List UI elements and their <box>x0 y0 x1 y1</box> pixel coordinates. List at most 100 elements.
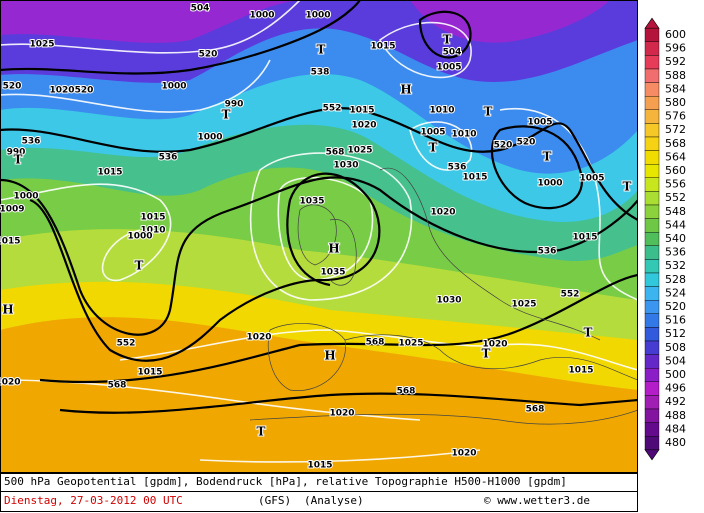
contour-label: 520 <box>199 50 218 60</box>
pressure-center-label: T <box>482 347 491 361</box>
colorbar-cell <box>644 28 660 43</box>
colorbar-top-arrow <box>644 17 660 29</box>
contour-label: 1015 <box>572 233 597 243</box>
footer-model: (GFS) <box>258 494 291 507</box>
colorbar-tick-label: 596 <box>665 42 686 55</box>
colorbar-cell <box>644 109 660 124</box>
contour-label: 1015 <box>140 213 165 223</box>
colorbar-cell <box>644 231 660 246</box>
contour-label: 538 <box>311 68 330 78</box>
colorbar-tick-label: 504 <box>665 354 686 367</box>
pressure-center-label: T <box>543 150 552 164</box>
colorbar-tick-label: 552 <box>665 191 686 204</box>
contour-label: 536 <box>538 247 557 257</box>
contour-label: 1020 <box>430 208 455 218</box>
colorbar-tick-label: 560 <box>665 164 686 177</box>
contour-label: 1020 <box>246 333 271 343</box>
footer-date: Dienstag, 27-03-2012 00 UTC <box>4 494 183 507</box>
colorbar-cell <box>644 368 660 383</box>
contour-label: 1010 <box>429 106 454 116</box>
contour-label: 1000 <box>161 82 186 92</box>
contour-label: 1000 <box>197 133 222 143</box>
footer-run: (Analyse) <box>304 494 364 507</box>
contour-label: 1025 <box>398 339 423 349</box>
contour-label: 1010 <box>140 226 165 236</box>
pressure-center-label: T <box>257 425 266 439</box>
colorbar-tick-label: 520 <box>665 300 686 313</box>
contour-label: 1015 <box>97 168 122 178</box>
colorbar-tick-label: 496 <box>665 382 686 395</box>
contour-label: 1000 <box>13 192 38 202</box>
contour-label: 1020 <box>482 340 507 350</box>
colorbar-tick-label: 576 <box>665 110 686 123</box>
contour-label: 1010 <box>451 130 476 140</box>
contour-label: 568 <box>526 405 545 415</box>
pressure-center-label: T <box>623 180 632 194</box>
contour-label: 1000 <box>537 179 562 189</box>
contour-label: 1020 <box>451 449 476 459</box>
contour-label: 1005 <box>527 118 552 128</box>
contour-label: 1020 <box>329 409 354 419</box>
contour-label: 1000 <box>249 11 274 21</box>
contour-label: 1000 <box>305 11 330 21</box>
contour-label: 520 <box>494 141 513 151</box>
contour-label: 1009 <box>0 205 25 215</box>
colorbar-cell <box>644 272 660 287</box>
colorbar-tick-label: 480 <box>665 436 686 449</box>
contour-label: 1015 <box>370 42 395 52</box>
contour-label: 552 <box>117 339 136 349</box>
pressure-center-label: T <box>317 43 326 57</box>
colorbar-cell <box>644 300 660 315</box>
colorbar-cell <box>644 177 660 192</box>
contour-label: 1005 <box>420 128 445 138</box>
contour-label: 1005 <box>579 174 604 184</box>
pressure-center-label: T <box>584 326 593 340</box>
contour-label: 568 <box>326 148 345 158</box>
pressure-center-label: T <box>14 153 23 167</box>
contour-label: 536 <box>22 137 41 147</box>
contour-label: 1020 <box>49 86 74 96</box>
contour-label: 1005 <box>436 63 461 73</box>
colorbar-cell <box>644 191 660 206</box>
colorbar-cell <box>644 163 660 178</box>
pressure-center-label: T <box>222 108 231 122</box>
contour-label: 1035 <box>320 268 345 278</box>
colorbar-tick-label: 580 <box>665 96 686 109</box>
contour-label: 568 <box>108 381 127 391</box>
colorbar-cell <box>644 68 660 83</box>
colorbar-tick-label: 540 <box>665 232 686 245</box>
colorbar-tick-label: 536 <box>665 246 686 259</box>
colorbar-tick-label: 572 <box>665 123 686 136</box>
pressure-center-label: H <box>324 349 335 363</box>
contour-label: 990 <box>7 148 26 158</box>
colorbar-cell <box>644 259 660 274</box>
colorbar-cell <box>644 354 660 369</box>
colorbar-tick-label: 512 <box>665 327 686 340</box>
colorbar-tick-label: 544 <box>665 218 686 231</box>
colorbar-tick-label: 500 <box>665 368 686 381</box>
colorbar-cell <box>644 150 660 165</box>
colorbar-tick-label: 600 <box>665 28 686 41</box>
footer-box <box>0 473 638 512</box>
contour-label: 552 <box>561 290 580 300</box>
colorbar-tick-label: 584 <box>665 82 686 95</box>
colorbar-tick-label: 516 <box>665 314 686 327</box>
contour-label: 1035 <box>299 197 324 207</box>
map <box>0 0 638 473</box>
contour-label: 990 <box>225 100 244 110</box>
colorbar-cell <box>644 340 660 355</box>
colorbar-tick-label: 532 <box>665 259 686 272</box>
colorbar-cell <box>644 82 660 97</box>
colorbar-cell <box>644 41 660 56</box>
colorbar-cell <box>644 313 660 328</box>
colorbar-tick-label: 592 <box>665 55 686 68</box>
pressure-center-label: T <box>443 33 452 47</box>
colorbar-cell <box>644 381 660 396</box>
contour-label: 1015 <box>307 461 332 471</box>
contour-label: 520 <box>75 86 94 96</box>
pressure-center-label: H <box>400 83 411 97</box>
colorbar-tick-label: 524 <box>665 286 686 299</box>
contour-label: 536 <box>159 153 178 163</box>
contour-label: 1015 <box>349 106 374 116</box>
colorbar-cell <box>644 422 660 437</box>
